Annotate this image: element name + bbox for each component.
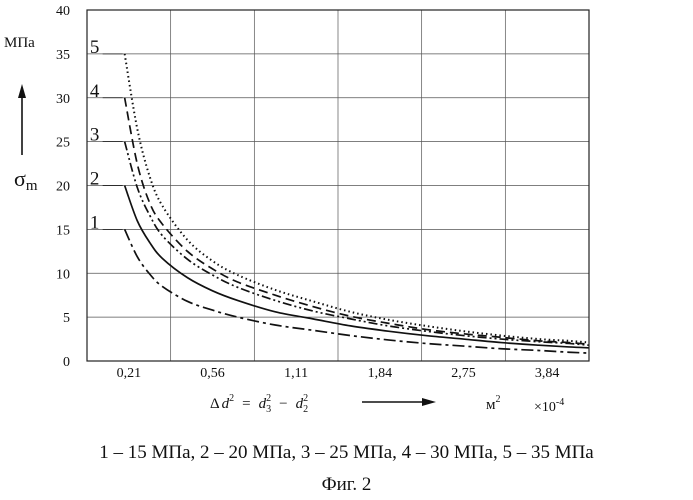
y-tick-label-0: 0: [63, 355, 70, 370]
x-unit-label: м2: [486, 394, 501, 413]
x-formula-d3-sup: 2: [266, 393, 271, 404]
series-line-3: [125, 142, 589, 346]
series-label-5: 5: [90, 37, 100, 58]
x-formula-d2-sub: 2: [303, 404, 308, 415]
x-formula-minus: −: [279, 396, 287, 412]
series-line-2: [125, 186, 589, 348]
legend-caption: 1 – 15 МПа, 2 – 20 МПа, 3 – 25 МПа, 4 – …: [0, 442, 693, 464]
x-formula-equals: =: [242, 396, 250, 412]
y-tick-label-4: 20: [56, 180, 70, 195]
y-tick-label-2: 10: [56, 267, 70, 282]
y-tick-label-6: 30: [56, 92, 70, 107]
x-multiplier-base: ×10: [534, 400, 556, 415]
series-line-1: [125, 229, 589, 353]
y-tick-label-3: 15: [56, 223, 70, 238]
x-tick-label-0: 0,21: [117, 366, 142, 381]
y-tick-label-8: 40: [56, 4, 70, 19]
x-unit-symbol: м: [486, 397, 496, 413]
tick-labels: 05101520253035400,210,561,111,842,753,84: [56, 4, 559, 381]
series-label-3: 3: [90, 125, 100, 146]
y-tick-label-7: 35: [56, 48, 70, 63]
x-multiplier-exp: -4: [556, 397, 564, 408]
x-tick-label-3: 1,84: [368, 366, 393, 381]
series-label-4: 4: [90, 81, 100, 102]
x-tick-label-5: 3,84: [535, 366, 560, 381]
x-formula-delta: Δ: [210, 396, 220, 412]
grid: [87, 10, 589, 361]
x-formula-d2-sup: 2: [303, 393, 308, 404]
series-line-4: [125, 98, 589, 345]
y-tick-label-5: 25: [56, 136, 70, 151]
x-unit-exp: 2: [496, 394, 501, 405]
y-axis-label-subscript: m: [26, 178, 38, 194]
x-tick-label-2: 1,11: [284, 366, 308, 381]
y-tick-label-1: 5: [63, 311, 70, 326]
series-label-2: 2: [90, 169, 100, 190]
x-tick-label-4: 2,75: [451, 366, 476, 381]
y-axis-label: σm: [14, 166, 38, 194]
x-formula-d3-sub: 3: [266, 404, 271, 415]
x-axis-arrow-head: [422, 398, 436, 406]
x-tick-label-1: 0,56: [200, 366, 225, 381]
y-axis-arrow-head: [18, 84, 26, 98]
series-labels: 1 2 3 4 5: [90, 37, 123, 234]
x-axis-formula: Δd2=d32−d22: [210, 393, 308, 415]
series-line-5: [125, 54, 589, 343]
y-axis-label-symbol: σ: [14, 166, 26, 191]
stress-chart: 12345 05101520253035400,210,561,111,842,…: [0, 0, 693, 440]
y-unit-label: МПа: [4, 35, 35, 51]
x-multiplier-label: ×10-4: [534, 397, 564, 415]
series-label-1: 1: [90, 212, 100, 233]
x-formula-d-exp: 2: [229, 393, 234, 404]
figure-label: Фиг. 2: [0, 474, 693, 496]
series-lines: [125, 54, 589, 353]
